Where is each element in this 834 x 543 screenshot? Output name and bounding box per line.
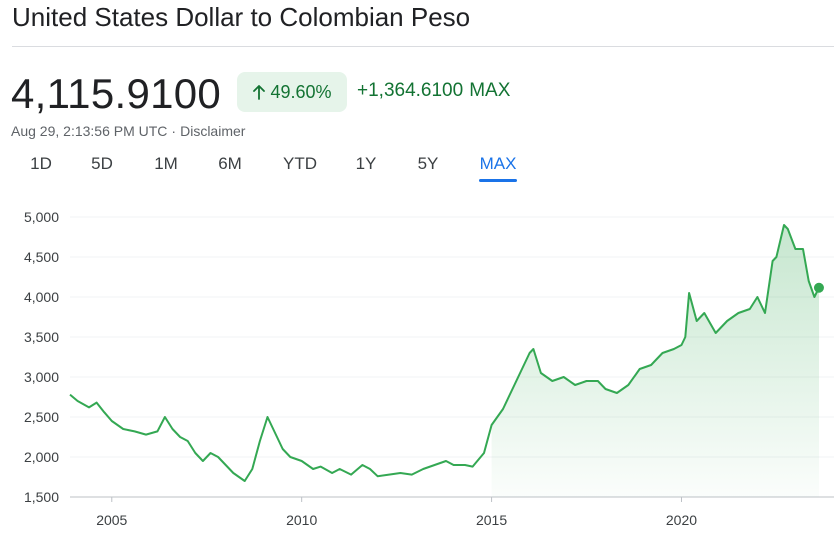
- percent-change-value: 49.60%: [270, 81, 332, 102]
- tab-ytd[interactable]: YTD: [283, 154, 317, 173]
- y-axis: 1,500 2,000 2,500 3,000 3,500 4,000 4,500 5,000: [24, 209, 59, 505]
- y-tick-label: 4,000: [24, 289, 59, 305]
- x-axis: 2005 2010 2015 2020: [96, 497, 697, 528]
- tab-5y[interactable]: 5Y: [417, 154, 439, 173]
- y-tick-label: 5,000: [24, 209, 59, 225]
- y-tick-label: 2,500: [24, 409, 59, 425]
- price-chart[interactable]: 1,500 2,000 2,500 3,000 3,500 4,000 4,500 5,000…: [0, 195, 834, 543]
- header-divider: [12, 46, 834, 47]
- x-tick-label: 2010: [286, 512, 317, 528]
- y-tick-label: 3,500: [24, 329, 59, 345]
- current-price: 4,115.9100: [11, 70, 222, 117]
- absolute-change: +1,364.6100 MAX: [357, 80, 510, 102]
- current-value-marker: [813, 282, 824, 293]
- tab-5d[interactable]: 5D: [91, 154, 113, 173]
- x-tick-label: 2015: [476, 512, 507, 528]
- x-tick-label: 2005: [96, 512, 127, 528]
- meta-separator: ·: [171, 123, 177, 139]
- tab-1m[interactable]: 1M: [154, 154, 178, 173]
- percent-change-badge: 49.60%: [237, 72, 347, 112]
- timestamp: Aug 29, 2:13:56 PM UTC: [11, 123, 168, 139]
- page-title: United States Dollar to Colombian Peso: [12, 2, 471, 32]
- y-tick-label: 3,000: [24, 369, 59, 385]
- tab-6m[interactable]: 6M: [218, 154, 242, 173]
- active-tab-indicator: [479, 179, 517, 182]
- y-tick-label: 2,000: [24, 449, 59, 465]
- tab-1d[interactable]: 1D: [30, 154, 52, 173]
- y-tick-label: 4,500: [24, 249, 59, 265]
- price-line: [69, 224, 820, 482]
- arrow-up-icon: [253, 85, 266, 100]
- quote-meta: Aug 29, 2:13:56 PM UTC · Disclaimer: [11, 123, 245, 139]
- tab-1y[interactable]: 1Y: [355, 154, 377, 173]
- tab-max[interactable]: MAX: [479, 154, 517, 173]
- disclaimer-link[interactable]: Disclaimer: [180, 123, 246, 139]
- change-range-label: MAX: [469, 80, 511, 101]
- absolute-change-value: +1,364.6100: [357, 80, 464, 101]
- y-tick-label: 1,500: [24, 489, 59, 505]
- x-tick-label: 2020: [666, 512, 697, 528]
